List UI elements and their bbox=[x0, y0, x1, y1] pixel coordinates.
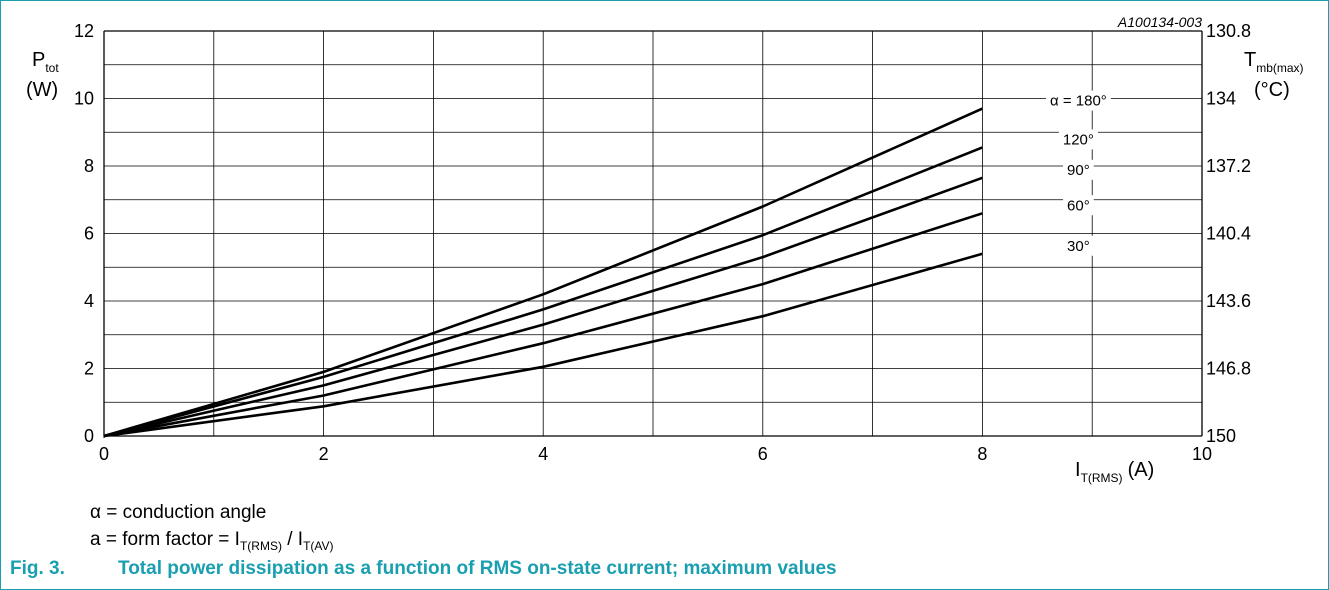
series-label-bg bbox=[1063, 159, 1094, 180]
series-label: 30° bbox=[1067, 238, 1090, 255]
series-label-bg bbox=[1063, 235, 1094, 256]
series-line bbox=[103, 107, 983, 438]
series-label-bg bbox=[1046, 90, 1111, 111]
note-form-factor: a = form factor = IT(RMS) / IT(AV) bbox=[90, 529, 334, 553]
x-tick-label: 8 bbox=[977, 444, 987, 464]
y2-tick-label: 137.2 bbox=[1206, 156, 1251, 176]
x-tick-label: 10 bbox=[1192, 444, 1212, 464]
figure-number: Fig. 3. bbox=[10, 558, 65, 579]
y-tick-label: 8 bbox=[84, 156, 94, 176]
series-label-bg bbox=[1063, 195, 1094, 216]
figure-title: Total power dissipation as a function of… bbox=[118, 558, 837, 579]
y-tick-label: 0 bbox=[84, 426, 94, 446]
series-line bbox=[103, 252, 983, 438]
figure-caption: Fig. 3. Total power dissipation as a func… bbox=[10, 558, 837, 580]
y2-tick-label: 134 bbox=[1206, 89, 1236, 109]
y-tick-label: 10 bbox=[74, 89, 94, 109]
x-tick-label: 0 bbox=[99, 444, 109, 464]
series-labels: α = 180° 120° 90° 60° 30° bbox=[1046, 90, 1111, 256]
series-label: 120° bbox=[1063, 131, 1094, 148]
x-axis-label: IT(RMS) (A) bbox=[1075, 459, 1154, 485]
series-lines bbox=[103, 107, 983, 438]
y2-tick-label: 150 bbox=[1206, 426, 1236, 446]
y2-axis-label: Tmb(max) bbox=[1244, 49, 1304, 75]
series-line bbox=[103, 212, 983, 438]
x-tick-label: 2 bbox=[319, 444, 329, 464]
series-line bbox=[103, 176, 983, 438]
power-dissipation-chart: 0 2 4 6 8 10 0 2 4 6 8 10 12 150 146.8 143.6 140.4 137.2 1… bbox=[26, 14, 1304, 485]
series-label: 90° bbox=[1067, 162, 1090, 179]
x-tick-label: 4 bbox=[538, 444, 548, 464]
y2-axis-unit: (°C) bbox=[1254, 79, 1290, 101]
series-label-bg bbox=[1058, 129, 1098, 150]
grid bbox=[103, 30, 1203, 437]
y2-tick-label: 143.6 bbox=[1206, 291, 1251, 311]
series-label: α = 180° bbox=[1050, 93, 1107, 110]
figure-id: A100134-003 bbox=[1117, 14, 1202, 30]
note-conduction-angle: α = conduction angle bbox=[90, 502, 267, 523]
series-line bbox=[103, 146, 983, 438]
y2-tick-label: 140.4 bbox=[1206, 224, 1251, 244]
y-tick-label: 2 bbox=[84, 359, 94, 379]
y-axis-label: Ptot bbox=[32, 49, 59, 75]
ticks: 0 2 4 6 8 10 0 2 4 6 8 10 12 150 146.8 143.6 140.4 137.2 1… bbox=[74, 21, 1251, 464]
y-tick-label: 12 bbox=[74, 21, 94, 41]
x-tick-label: 6 bbox=[758, 444, 768, 464]
y2-tick-label: 130.8 bbox=[1206, 21, 1251, 41]
y-tick-label: 4 bbox=[84, 291, 94, 311]
y-tick-label: 6 bbox=[84, 224, 94, 244]
y-axis-unit: (W) bbox=[26, 79, 58, 101]
series-label: 60° bbox=[1067, 197, 1090, 214]
y2-tick-label: 146.8 bbox=[1206, 359, 1251, 379]
